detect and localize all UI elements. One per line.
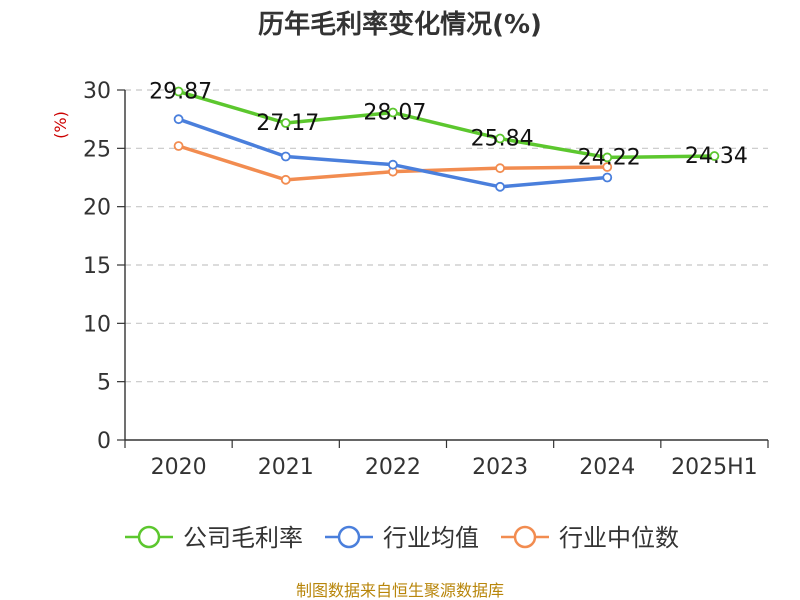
series-layer — [173, 86, 720, 192]
y-tick-label-15: 15 — [83, 254, 111, 279]
y-tick-label-25: 25 — [83, 137, 111, 162]
x-tick-label-2024: 2024 — [579, 455, 635, 480]
point-0-5 — [709, 151, 720, 161]
data-label-0-0: 29.87 — [149, 80, 212, 105]
point-1-4 — [602, 172, 613, 183]
data-label-0-1: 27.17 — [256, 111, 319, 136]
y-tick-label-30: 30 — [83, 79, 111, 104]
legend: 公司毛利率 行业均值 行业中位数 — [125, 524, 679, 552]
y-tick-label-20: 20 — [83, 196, 111, 221]
y-tick-label-0: 0 — [97, 429, 111, 454]
point-1-3 — [495, 181, 505, 192]
data-labels-layer: 29.87 27.17 28.07 25.84 24.22 24.34 — [149, 80, 748, 171]
x-tick-label-2020: 2020 — [151, 455, 207, 480]
series-2 — [173, 141, 613, 185]
point-2-1 — [280, 174, 291, 185]
legend-label-2: 行业中位数 — [559, 524, 679, 552]
source-note: 制图数据来自恒生聚源数据库 — [296, 581, 504, 600]
legend-marker-0 — [137, 525, 161, 549]
x-tick-label-2022: 2022 — [365, 455, 421, 480]
legend-item-2: 行业中位数 — [501, 524, 679, 552]
y-tick-label-5: 5 — [97, 371, 111, 396]
x-tick-label-2023: 2023 — [472, 455, 528, 480]
grid-lines — [125, 89, 768, 383]
series-line-1 — [178, 117, 608, 189]
legend-label-0: 公司毛利率 — [183, 524, 303, 552]
data-label-0-2: 28.07 — [363, 101, 426, 126]
legend-label-1: 行业均值 — [383, 524, 479, 552]
point-0-0 — [173, 86, 184, 97]
point-1-0 — [173, 114, 184, 125]
data-label-0-3: 25.84 — [471, 127, 534, 152]
x-tick-label-2021: 2021 — [258, 455, 314, 480]
x-tick-label-2025H1: 2025H1 — [671, 455, 758, 480]
chart-title: 历年毛利率变化情况(%) — [258, 9, 542, 40]
point-2-3 — [495, 163, 505, 174]
legend-marker-2 — [513, 525, 537, 549]
legend-item-1: 行业均值 — [325, 524, 479, 552]
y-axis-unit-label: (%) — [51, 111, 70, 139]
series-0 — [173, 86, 720, 163]
point-1-1 — [280, 151, 291, 162]
legend-item-0: 公司毛利率 — [125, 524, 303, 552]
axes: 0 5 10 15 20 25 30 2020 2021 2022 2023 2024 2025H1 — [83, 79, 769, 480]
y-tick-label-10: 10 — [83, 312, 111, 337]
legend-marker-1 — [337, 525, 361, 549]
point-1-2 — [388, 159, 398, 170]
point-2-0 — [173, 141, 184, 151]
point-0-4 — [602, 152, 613, 163]
data-label-0-4: 24.22 — [578, 145, 641, 170]
point-0-2 — [388, 107, 398, 118]
series-line-0 — [178, 89, 715, 160]
point-0-3 — [495, 133, 505, 144]
point-2-4 — [602, 162, 613, 172]
series-1 — [173, 114, 613, 192]
point-0-1 — [280, 118, 291, 128]
data-label-0-5: 24.34 — [685, 144, 748, 169]
